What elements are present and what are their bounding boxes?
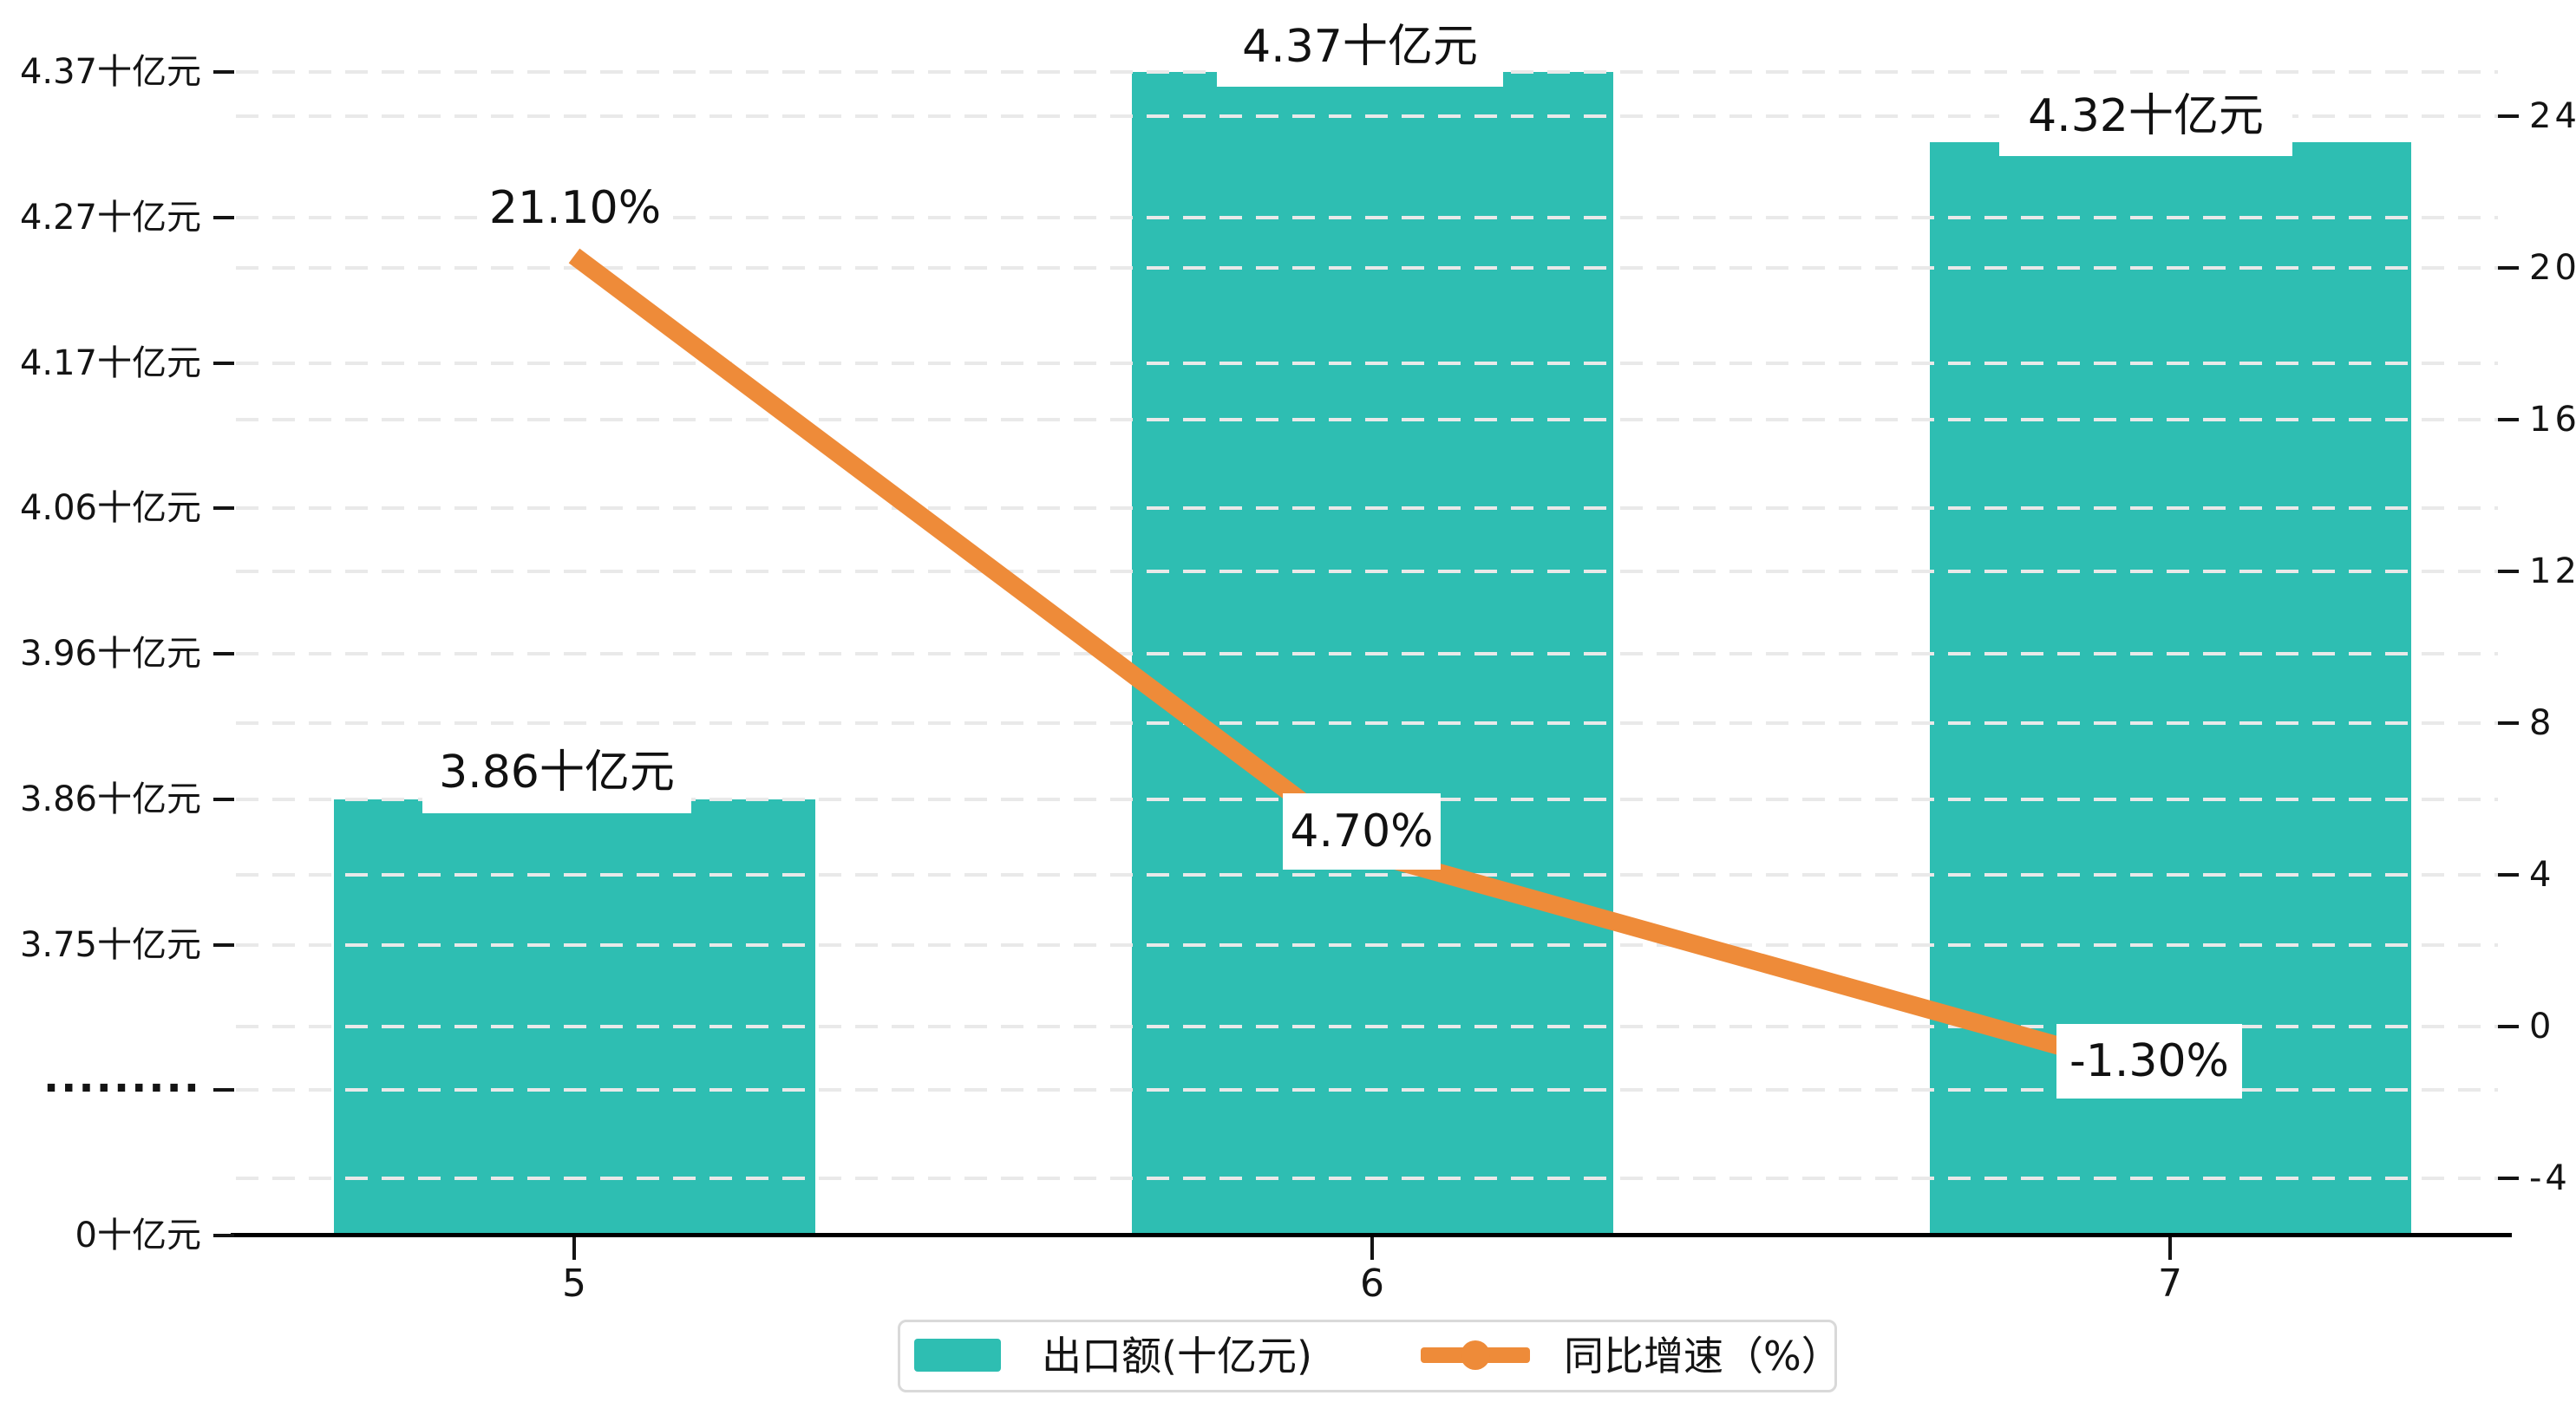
right-axis-label: 16 — [2529, 400, 2576, 440]
right-tick — [2498, 1177, 2519, 1180]
left-tick — [213, 798, 234, 801]
legend: 出口额(十亿元) 同比增速（%） — [898, 1320, 1841, 1392]
left-tick — [213, 216, 234, 219]
left-axis-label: 4.06十亿元 — [19, 488, 201, 528]
gridline — [236, 570, 2498, 573]
left-axis-label: 4.27十亿元 — [19, 198, 201, 238]
line-label-6: 4.70% — [1283, 793, 1441, 870]
x-tick — [572, 1237, 576, 1260]
legend-bar-swatch-icon — [914, 1339, 1001, 1372]
x-axis-label-5: 5 — [562, 1262, 586, 1306]
gridline — [236, 1088, 2498, 1092]
left-tick — [213, 1234, 234, 1237]
gridline — [236, 721, 2498, 725]
gridline — [236, 1177, 2498, 1180]
right-axis-label: 8 — [2529, 703, 2555, 743]
legend-bar-label: 出口额(十亿元) — [1042, 1333, 1312, 1379]
gridline — [236, 1025, 2498, 1028]
gridline — [236, 418, 2498, 421]
right-axis-label: 0 — [2529, 1007, 2555, 1047]
right-tick — [2498, 570, 2519, 573]
right-tick — [2498, 418, 2519, 421]
left-axis-label: 4.17十亿元 — [19, 343, 201, 383]
left-axis-label: 3.75十亿元 — [19, 925, 201, 965]
axis-break-dots: ········· — [42, 1064, 201, 1112]
right-axis-label: 4 — [2529, 855, 2555, 895]
gridline — [236, 652, 2498, 655]
right-axis-label: 12 — [2529, 551, 2576, 591]
left-tick — [213, 943, 234, 947]
bar-label-6: 4.37十亿元 — [1217, 7, 1503, 87]
gridline — [236, 216, 2498, 219]
gridline — [236, 114, 2498, 118]
left-tick — [213, 362, 234, 365]
line-label-5: 21.10% — [484, 176, 666, 240]
gridline — [236, 266, 2498, 270]
x-tick — [1370, 1237, 1374, 1260]
left-axis-label: 0十亿元 — [75, 1216, 201, 1255]
x-axis-line — [231, 1233, 2512, 1237]
left-tick — [213, 652, 234, 655]
x-axis-label-6: 6 — [1360, 1262, 1384, 1306]
left-axis-label: 3.96十亿元 — [19, 634, 201, 674]
right-tick — [2498, 721, 2519, 725]
left-tick — [213, 506, 234, 510]
left-tick — [213, 70, 234, 74]
right-axis-label: -4 — [2529, 1158, 2571, 1198]
left-tick — [213, 1088, 234, 1092]
legend-circle-marker-icon — [1461, 1340, 1490, 1370]
left-axis-label: 4.37十亿元 — [19, 52, 201, 92]
gridline — [236, 506, 2498, 510]
line-label-7: -1.30% — [2056, 1024, 2242, 1099]
right-tick — [2498, 1025, 2519, 1028]
legend-line-label: 同比增速（%） — [1564, 1333, 1841, 1379]
right-axis-label: 24 — [2529, 96, 2576, 136]
gridline — [236, 873, 2498, 877]
x-axis-label-7: 7 — [2158, 1262, 2182, 1306]
right-tick — [2498, 114, 2519, 118]
right-tick — [2498, 873, 2519, 877]
x-tick — [2168, 1237, 2172, 1260]
right-axis-label: 20 — [2529, 248, 2576, 288]
left-axis-label: 3.86十亿元 — [19, 779, 201, 819]
bar-label-5: 3.86十亿元 — [422, 732, 691, 813]
gridline — [236, 943, 2498, 947]
bar-month-5 — [334, 799, 815, 1233]
right-tick — [2498, 266, 2519, 270]
gridline — [236, 362, 2498, 365]
bar-label-7: 4.32十亿元 — [1999, 76, 2292, 156]
